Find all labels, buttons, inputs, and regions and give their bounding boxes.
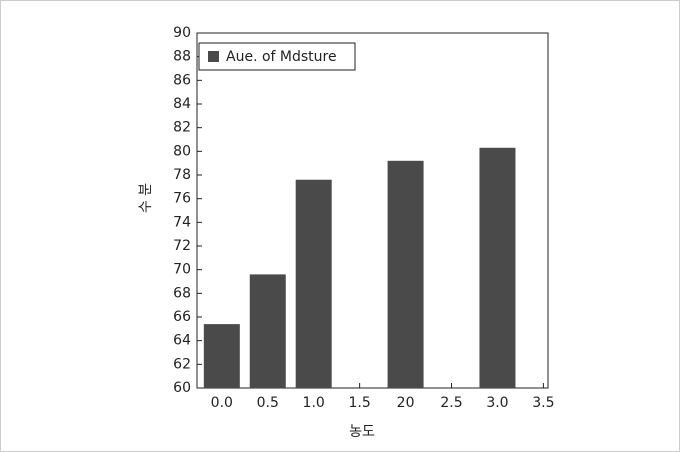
y-tick-label: 88	[173, 49, 191, 65]
plot-area	[196, 32, 549, 389]
bar	[387, 160, 424, 388]
x-tick-label: 0.0	[211, 395, 233, 411]
y-tick-label: 70	[173, 262, 191, 278]
x-tick-label: 2.5	[440, 395, 462, 411]
x-tick-label: 3.0	[486, 395, 508, 411]
y-tick-label: 78	[173, 167, 191, 183]
y-tick-label: 64	[173, 333, 191, 349]
x-tick-label: 1.0	[303, 395, 325, 411]
x-axis-label: 농도	[349, 424, 375, 440]
y-tick-label: 72	[173, 238, 191, 254]
y-tick-label: 62	[173, 356, 191, 372]
y-tick-label: 66	[173, 309, 191, 325]
bar	[295, 179, 332, 388]
y-axis-label: 수 분	[138, 183, 154, 213]
y-tick-label: 80	[173, 143, 191, 159]
legend-swatch	[208, 51, 219, 62]
y-tick-label: 76	[173, 191, 191, 207]
y-tick-label: 60	[173, 380, 191, 396]
y-tick-label: 82	[173, 120, 191, 136]
x-tick-label: 1.5	[349, 395, 371, 411]
x-tick-label: 20	[397, 395, 415, 411]
x-tick-label: 0.5	[257, 395, 279, 411]
y-tick-label: 90	[173, 25, 191, 41]
y-tick-label: 74	[173, 214, 191, 230]
y-tick-label: 84	[173, 96, 191, 112]
legend-box	[198, 42, 356, 71]
legend-label: Aue. of Mdsture	[226, 49, 337, 65]
y-tick-label: 86	[173, 72, 191, 88]
bar	[479, 147, 516, 388]
bar	[203, 324, 240, 388]
bar	[249, 274, 286, 388]
x-tick-label: 3.5	[532, 395, 554, 411]
y-tick-label: 68	[173, 285, 191, 301]
